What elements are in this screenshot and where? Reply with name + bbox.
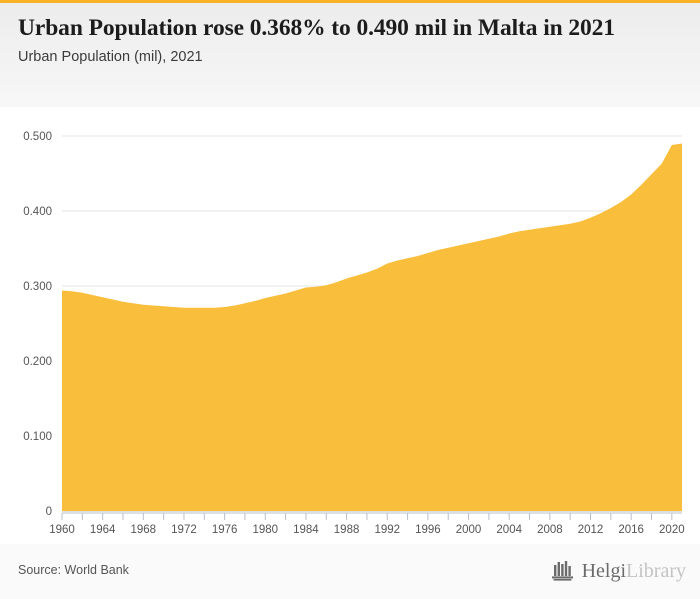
svg-text:2008: 2008 — [537, 524, 563, 536]
svg-text:1988: 1988 — [334, 524, 360, 536]
logo-wordmark: HelgiLibrary — [582, 561, 686, 581]
svg-text:1976: 1976 — [212, 524, 238, 536]
svg-text:1972: 1972 — [171, 524, 197, 536]
chart-footer: Source: World Bank HelgiLibrary — [0, 544, 700, 599]
svg-text:0.200: 0.200 — [23, 356, 52, 368]
svg-text:1964: 1964 — [90, 524, 116, 536]
svg-text:0.500: 0.500 — [23, 131, 52, 143]
svg-text:2012: 2012 — [578, 524, 604, 536]
svg-text:1960: 1960 — [49, 524, 75, 536]
svg-text:1984: 1984 — [293, 524, 319, 536]
svg-text:2016: 2016 — [618, 524, 644, 536]
page-title: Urban Population rose 0.368% to 0.490 mi… — [18, 15, 615, 41]
helgi-library-logo[interactable]: HelgiLibrary — [551, 558, 686, 584]
svg-text:2004: 2004 — [496, 524, 522, 536]
logo-library-text: Library — [626, 560, 686, 582]
source-label: Source: World Bank — [18, 563, 129, 577]
chart-subtitle: Urban Population (mil), 2021 — [18, 49, 203, 65]
x-axis — [61, 512, 682, 520]
svg-text:0: 0 — [46, 506, 52, 518]
svg-text:0.400: 0.400 — [23, 206, 52, 218]
svg-text:1968: 1968 — [131, 524, 157, 536]
svg-text:1992: 1992 — [374, 524, 400, 536]
svg-text:1996: 1996 — [415, 524, 441, 536]
svg-text:2000: 2000 — [456, 524, 482, 536]
svg-text:0.100: 0.100 — [23, 431, 52, 443]
y-axis-labels: 0 0.100 0.200 0.300 0.400 0.500 — [23, 131, 52, 518]
x-axis-labels: 1960 1964 1968 1972 1976 1980 1984 1988 1992 1996… — [49, 524, 684, 536]
svg-text:1980: 1980 — [252, 524, 278, 536]
area-series-malta — [62, 143, 682, 511]
svg-text:2020: 2020 — [659, 524, 685, 536]
chart-plot-area: 0 0.100 0.200 0.300 0.400 0.500 1960 1964 1968 1… — [0, 107, 700, 544]
chart-header: Urban Population rose 0.368% to 0.490 mi… — [0, 3, 700, 107]
svg-text:0.300: 0.300 — [23, 281, 52, 293]
logo-helgi-text: Helgi — [581, 560, 627, 582]
helgi-library-mark-icon — [551, 561, 573, 581]
